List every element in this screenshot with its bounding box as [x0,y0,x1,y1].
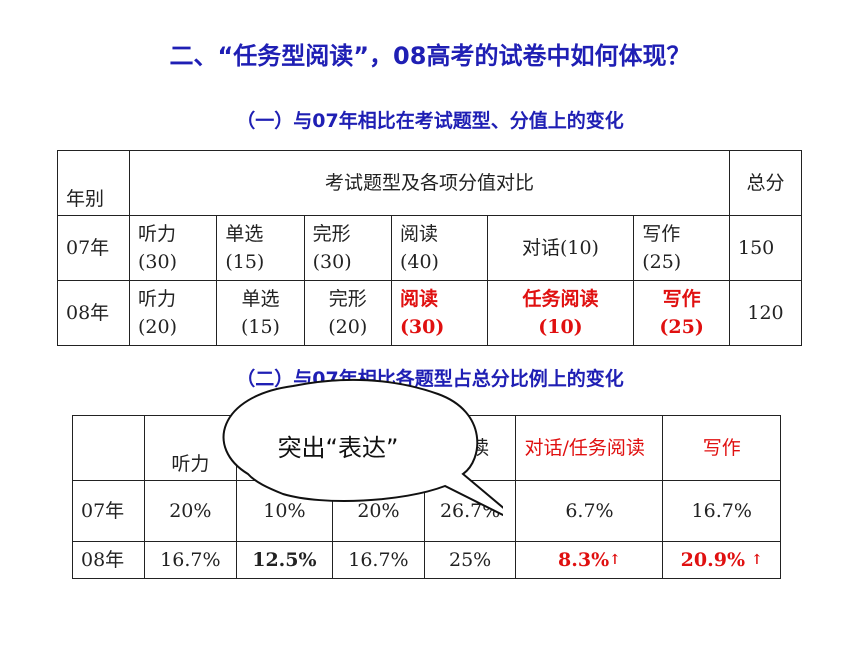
table-cell-highlight: 阅读 (30) [390,280,488,346]
header-dialogue-task: 对话/任务阅读 [515,415,664,481]
table-row: 08年 听力 (20) 单选 (15) 完形 (20) 阅读 (30) 任务阅读… [57,280,802,346]
table-cell: 6.7% [515,480,664,542]
page-title: 二、“任务型阅读”，08高考的试卷中如何体现？ [169,42,691,70]
table-cell: 12.5% [235,541,334,579]
table-cell: 单选 (15) [216,215,305,281]
table-cell: 16.7% [332,541,425,579]
row-year: 08年 [72,541,145,579]
table-cell: 完形 (20) [303,280,392,346]
row-year: 07年 [72,480,145,542]
table-cell: 听力 (30) [128,215,218,281]
header-listening: 听力 [144,415,237,481]
table-row: 07年 20% 10% 20% 26.7% 6.7% 16.7% [72,480,781,542]
header-types: 考试题型及各项分值对比 [129,150,730,216]
table-cell-highlight: 写作 (25) [633,280,730,346]
table-cell: 完形 (30) [303,215,392,281]
header-year: 年别 [57,150,130,216]
table-row: 07年 听力 (30) 单选 (15) 完形 (30) 阅读 (40) 对话(1… [57,215,802,281]
table-cell: 单选 (15) [216,280,305,346]
table-cell: 写作 (25) [633,215,730,281]
table-cell-highlight: 任务阅读 (10) [486,280,635,346]
up-arrow-icon: ↑ [609,552,621,568]
row-year: 07年 [57,215,130,281]
row-total: 150 [729,215,802,281]
callout-shape [222,378,503,517]
highlight-value: 20.9% [680,549,746,571]
highlight-value: 8.3% [558,549,610,571]
callout-bubble [222,378,503,517]
row-year: 08年 [57,280,130,346]
table-cell: 20% [144,480,237,542]
header-writing: 写作 [662,415,781,481]
table-row: 08年 16.7% 12.5% 16.7% 25% 8.3%↑ 20.9% ↑ [72,541,781,579]
callout-text: 突出“表达” [277,434,399,462]
table-cell: 阅读 (40) [390,215,488,281]
table-cell-highlight: 8.3%↑ [515,541,664,579]
row-total: 120 [729,280,802,346]
header-total: 总分 [729,150,802,216]
table-cell-highlight: 20.9% ↑ [662,541,781,579]
table-cell: 16.7% [662,480,781,542]
section1-heading: （一）与07年相比在考试题型、分值上的变化 [236,110,624,132]
up-arrow-icon: ↑ [751,552,763,568]
table-cell: 听力 (20) [128,280,218,346]
table-cell: 25% [423,541,517,579]
table-cell: 16.7% [144,541,237,579]
table-cell: 对话(10) [486,215,635,281]
score-comparison-table: 年别 考试题型及各项分值对比 总分 07年 听力 (30) 单选 (15) 完形… [57,150,802,346]
table-header-row: 年别 考试题型及各项分值对比 总分 [57,150,802,216]
header-empty [72,415,145,481]
